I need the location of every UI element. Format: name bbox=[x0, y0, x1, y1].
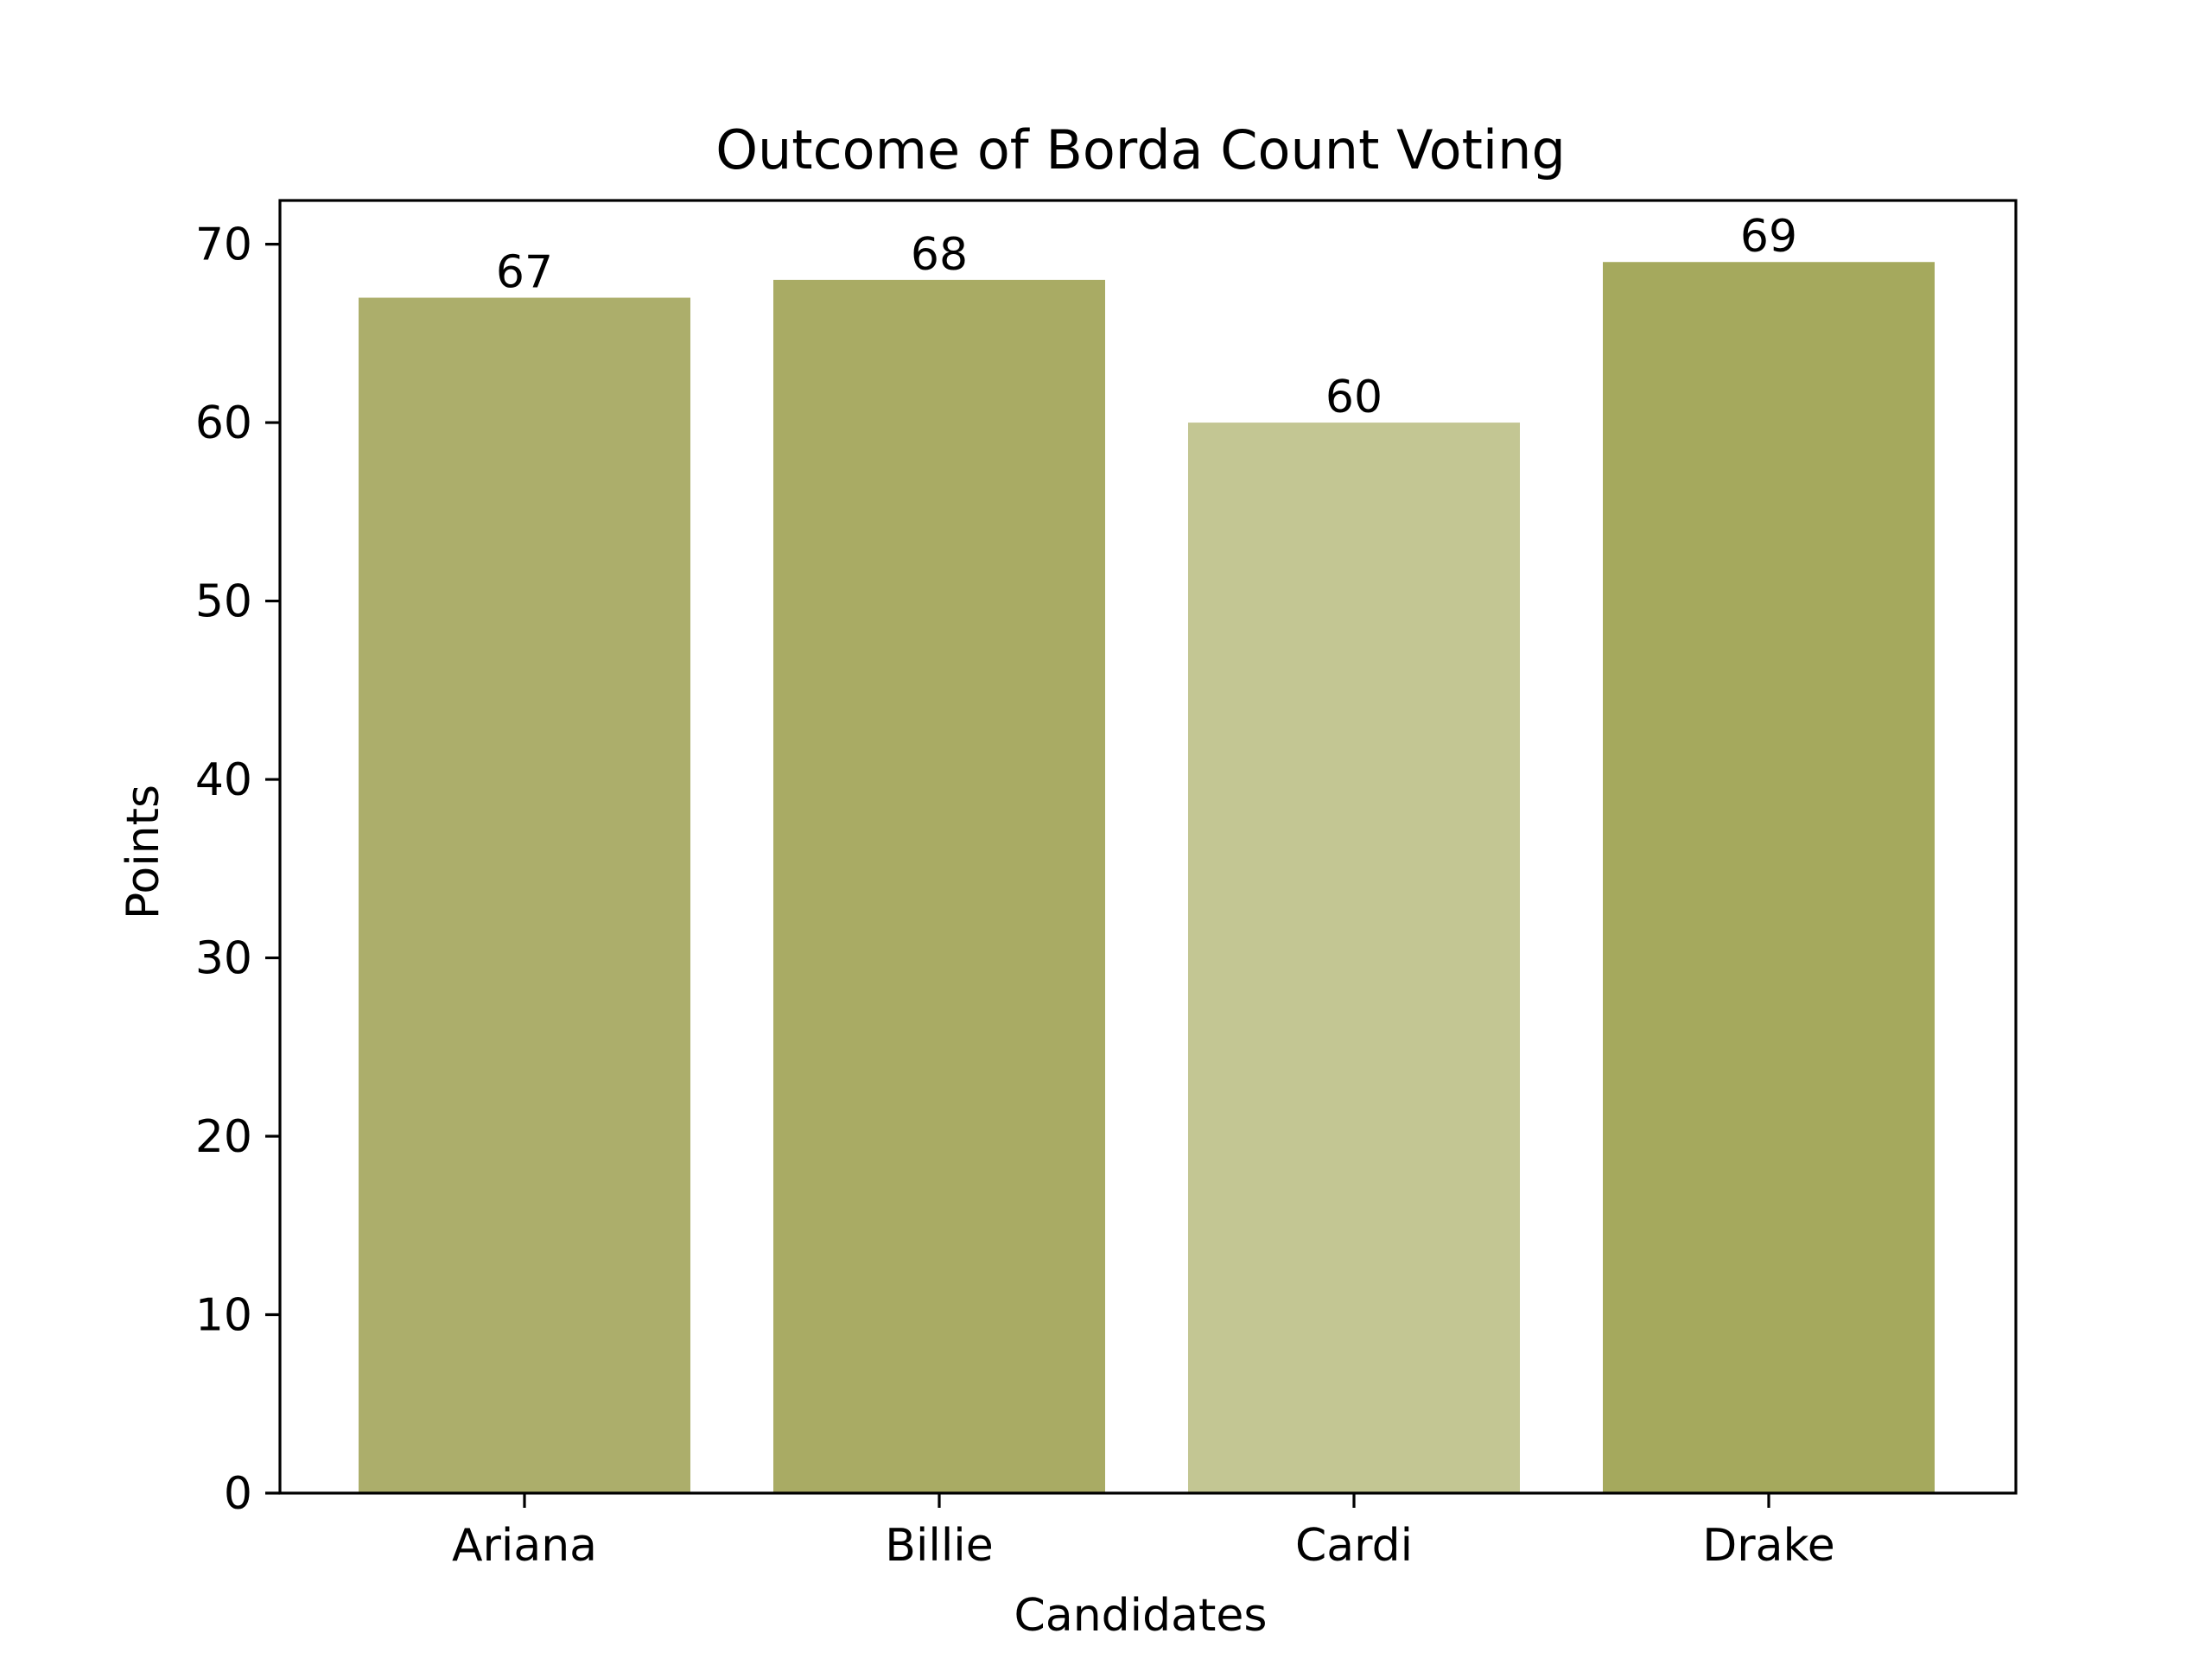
bar-billie bbox=[773, 279, 1105, 1493]
x-axis-ticks: Ariana Billie Cardi Drake bbox=[452, 1493, 1835, 1572]
bar-ariana bbox=[359, 297, 690, 1494]
y-tick-label-40: 40 bbox=[195, 754, 252, 806]
x-tick-label-drake: Drake bbox=[1702, 1520, 1835, 1572]
y-tick-label-50: 50 bbox=[195, 576, 252, 628]
x-axis-label: Candidates bbox=[1014, 1590, 1268, 1642]
y-tick-label-70: 70 bbox=[195, 219, 252, 271]
y-tick-label-0: 0 bbox=[224, 1468, 252, 1520]
bar-labels-group: 67 68 60 69 bbox=[496, 211, 1797, 423]
y-tick-label-20: 20 bbox=[195, 1111, 252, 1163]
y-axis-ticks: 0 10 20 30 40 50 60 70 bbox=[195, 219, 280, 1520]
bar-value-label-cardi: 60 bbox=[1325, 372, 1382, 423]
bar-drake bbox=[1603, 262, 1935, 1494]
bars-group bbox=[359, 262, 1935, 1494]
x-tick-label-ariana: Ariana bbox=[452, 1520, 597, 1572]
bar-value-label-ariana: 67 bbox=[496, 247, 553, 299]
bar-value-label-billie: 68 bbox=[911, 229, 968, 281]
chart-title: Outcome of Borda Count Voting bbox=[715, 118, 1566, 181]
y-tick-label-60: 60 bbox=[195, 397, 252, 449]
bar-cardi bbox=[1188, 423, 1520, 1493]
plot-frame bbox=[278, 199, 2018, 1495]
bar-value-label-drake: 69 bbox=[1740, 211, 1797, 263]
x-tick-label-billie: Billie bbox=[885, 1520, 993, 1572]
y-axis-label: Points bbox=[118, 785, 169, 919]
y-tick-label-30: 30 bbox=[195, 933, 252, 985]
y-tick-label-10: 10 bbox=[195, 1290, 252, 1342]
x-tick-label-cardi: Cardi bbox=[1295, 1520, 1413, 1572]
